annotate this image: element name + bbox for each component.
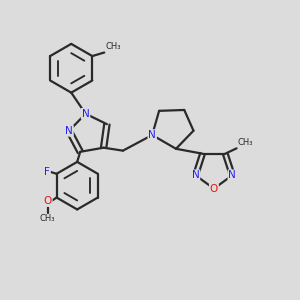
Text: N: N [192, 170, 200, 180]
Text: N: N [65, 126, 73, 136]
Text: CH₃: CH₃ [237, 138, 253, 147]
Text: N: N [82, 109, 89, 119]
Text: F: F [44, 167, 50, 177]
Text: O: O [210, 184, 218, 194]
Text: CH₃: CH₃ [105, 42, 121, 51]
Text: O: O [44, 196, 52, 206]
Text: CH₃: CH₃ [40, 214, 56, 224]
Text: N: N [228, 170, 236, 180]
Text: N: N [148, 130, 156, 140]
